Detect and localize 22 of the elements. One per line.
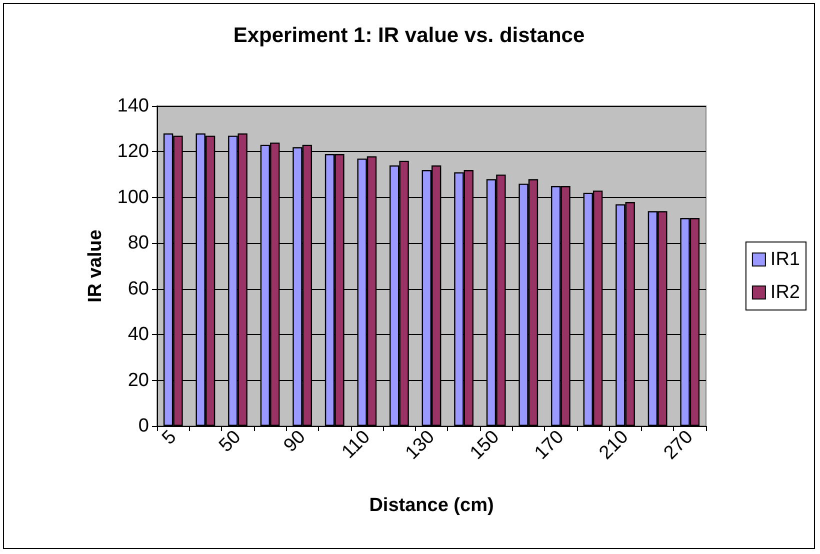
x-axis-title: Distance (cm) [369,495,494,516]
chart-title: Experiment 1: IR value vs. distance [233,24,585,47]
x-tick-label: 150 [466,426,504,464]
x-tick-label: 130 [402,426,439,464]
y-tick-label: 60 [128,278,149,300]
y-tick-label: 40 [128,324,149,346]
y-tick-label: 80 [128,232,149,254]
y-axis-title: IR value [85,230,106,302]
x-tick-label: 270 [660,426,698,464]
x-tick-label: 110 [338,426,374,463]
y-tick-label: 100 [117,186,149,208]
x-tick-label: 170 [530,426,568,464]
legend-label: IR2 [770,282,800,303]
y-tick-label: 140 [117,96,149,116]
y-tick-label: 20 [128,370,149,391]
x-tick-label: 50 [215,426,246,456]
x-tick-label: 90 [280,426,310,456]
x-tick-label: 210 [595,426,633,464]
y-tick-label: 0 [138,416,149,436]
legend-label: IR1 [770,249,800,270]
y-tick-label: 120 [117,141,149,162]
x-tick-label: 5 [158,426,181,449]
